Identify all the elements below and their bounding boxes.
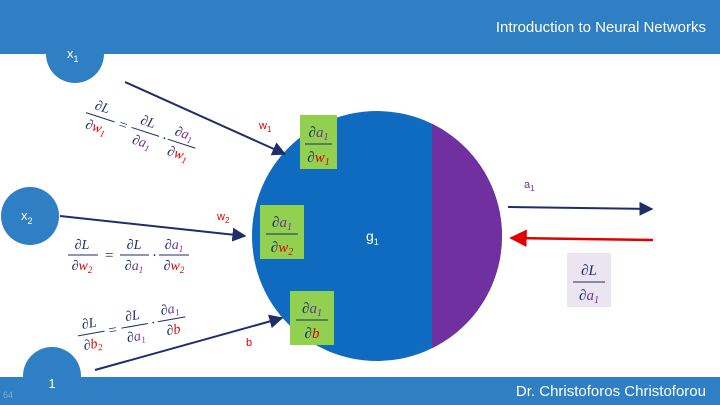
arrow-bias-b	[94, 314, 284, 371]
input-x1-label: x1	[67, 46, 79, 64]
input-node-x2	[1, 187, 59, 245]
svg-text:∂a1: ∂a1	[160, 301, 181, 320]
svg-text:∂w2: ∂w2	[164, 259, 185, 275]
local-grad-box-w2: ∂a1 ∂w2	[260, 205, 304, 259]
svg-text:·: ·	[152, 248, 157, 264]
svg-text:∂L: ∂L	[124, 308, 141, 325]
weight-b-label: b	[246, 337, 252, 349]
weight-w1-label: w1	[258, 120, 272, 134]
equation-dL-db: ∂L ∂b2 = ∂L ∂a1 · ∂a1 ∂b	[77, 301, 186, 355]
arrow-x1-w1	[124, 81, 287, 156]
local-grad-box-b: ∂a1 ∂b	[290, 291, 334, 345]
input-node-x1	[46, 25, 104, 83]
svg-text:∂a1: ∂a1	[309, 125, 329, 143]
output-a1-label: a1	[524, 179, 535, 193]
page-number: 64	[3, 390, 14, 400]
svg-text:∂a1: ∂a1	[130, 133, 152, 154]
svg-text:∂L: ∂L	[75, 238, 90, 253]
footer-author: Dr. Christoforos Christoforou	[515, 383, 706, 400]
svg-text:∂w2: ∂w2	[271, 240, 293, 258]
local-grad-box-w1: ∂a1 ∂w1	[300, 115, 337, 169]
svg-text:∂b: ∂b	[305, 326, 320, 342]
svg-text:∂a1: ∂a1	[302, 301, 322, 319]
slide-title: Introduction to Neural Networks	[495, 19, 706, 36]
svg-text:=: =	[116, 117, 129, 135]
svg-text:∂w2: ∂w2	[72, 259, 93, 275]
header-bar	[0, 0, 720, 54]
svg-text:∂a1: ∂a1	[579, 288, 599, 306]
arrow-output	[507, 201, 654, 216]
neuron-label: g1	[366, 228, 379, 247]
neuron-activation-region	[432, 111, 502, 361]
svg-text:∂L: ∂L	[81, 316, 98, 333]
svg-text:∂L: ∂L	[138, 113, 157, 132]
svg-text:∂a1: ∂a1	[165, 238, 183, 254]
svg-text:∂L: ∂L	[93, 99, 112, 118]
weight-w2-label: w2	[216, 211, 230, 225]
svg-text:∂w1: ∂w1	[307, 150, 329, 168]
svg-text:∂L: ∂L	[581, 263, 597, 279]
svg-text:∂L: ∂L	[127, 238, 142, 253]
svg-text:∂b2: ∂b2	[82, 336, 103, 355]
svg-text:·: ·	[150, 315, 158, 332]
footer-bar	[0, 377, 720, 405]
upstream-grad-box: ∂L ∂a1	[567, 253, 611, 307]
svg-text:∂w1: ∂w1	[165, 144, 190, 166]
svg-text:∂a1: ∂a1	[272, 215, 292, 233]
equation-dL-dw1: ∂L ∂w1 = ∂L ∂a1 · ∂a1 ∂w1	[83, 99, 196, 166]
arrow-x2-w2	[59, 215, 247, 242]
svg-text:∂a1: ∂a1	[173, 125, 195, 146]
input-x2-label: x2	[21, 208, 33, 226]
svg-text:∂w1: ∂w1	[83, 118, 108, 140]
svg-text:∂a1: ∂a1	[125, 259, 143, 275]
svg-text:=: =	[105, 248, 113, 264]
svg-text:∂b: ∂b	[165, 322, 181, 339]
svg-text:=: =	[107, 322, 118, 339]
svg-text:·: ·	[159, 131, 169, 148]
svg-text:∂a1: ∂a1	[126, 328, 147, 347]
arrow-gradient-back	[509, 229, 654, 247]
equation-dL-dw2: ∂L ∂w2 = ∂L ∂a1 · ∂a1 ∂w2	[68, 238, 189, 275]
